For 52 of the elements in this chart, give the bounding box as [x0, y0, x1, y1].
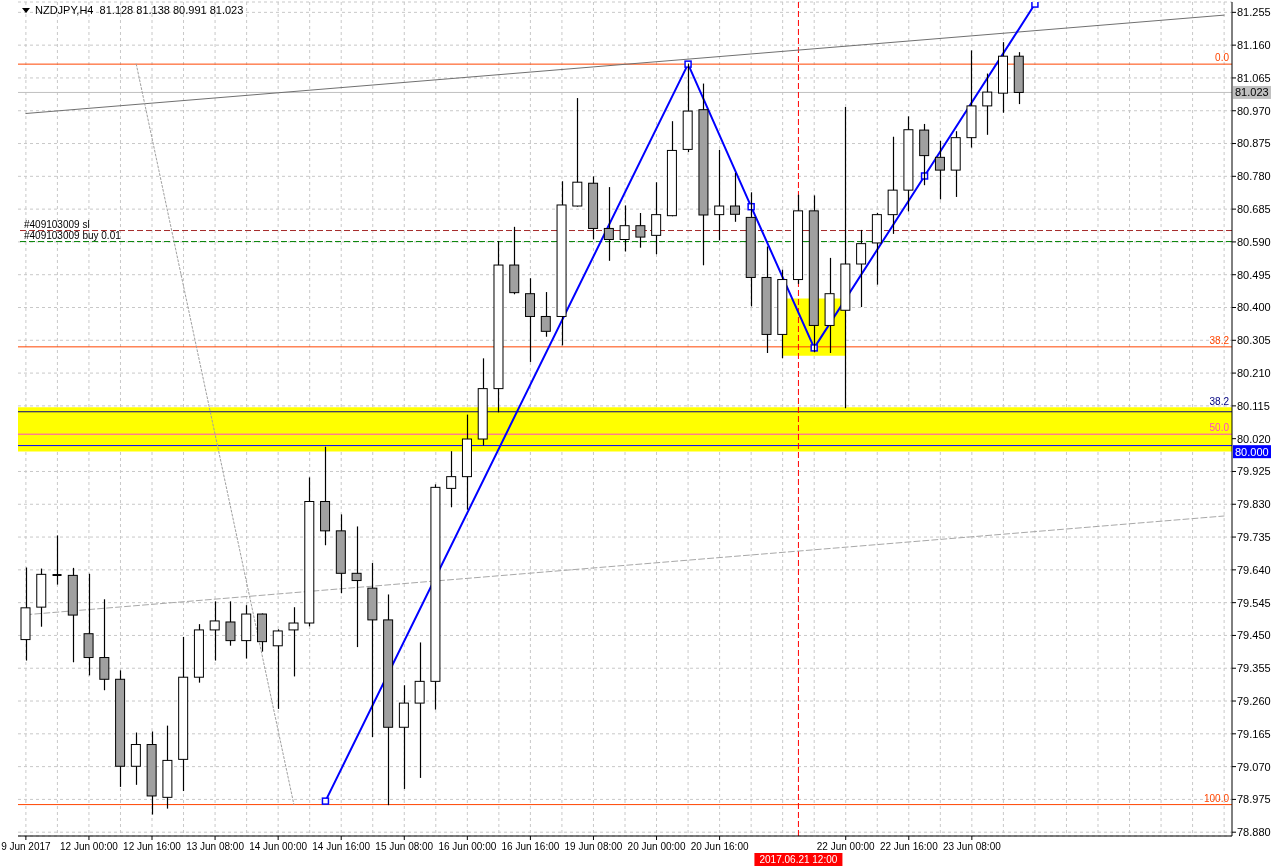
annotation: 50.0 — [1209, 422, 1230, 434]
x-tick-label: 12 Jun 16:00 — [123, 841, 182, 852]
x-tick-label: 23 Jun 08:00 — [942, 841, 1002, 852]
y-tick-label: 80.400 — [1237, 301, 1271, 314]
x-tick-label: 9 Jun 2017 — [1, 841, 52, 852]
x-tick-label: 16 Jun 00:00 — [438, 841, 497, 852]
y-tick-label: 79.735 — [1237, 530, 1271, 543]
x-tick-label: 13 Jun 08:00 — [186, 841, 245, 852]
y-tick-label: 80.685 — [1237, 203, 1271, 216]
ref-line-label: #409103009 buy 0.01 — [24, 229, 122, 241]
ref-line-label: #409103009 sl — [24, 218, 90, 230]
y-tick-label: 80.115 — [1237, 399, 1270, 412]
y-tick-label: 79.450 — [1237, 629, 1271, 642]
chart-title: NZDJPY,H4 81.128 81.138 80.991 81.023 — [35, 4, 244, 17]
annotation: 100.0 — [1203, 792, 1230, 804]
y-tick-label: 78.880 — [1237, 826, 1271, 839]
y-tick-label: 79.355 — [1237, 662, 1271, 675]
y-tick-label: 79.165 — [1237, 727, 1271, 740]
y-tick-label: 78.975 — [1237, 793, 1271, 806]
y-tick-label: 79.070 — [1237, 760, 1271, 773]
y-tick-label: 79.925 — [1237, 465, 1271, 478]
y-tick-label: 79.260 — [1237, 694, 1271, 707]
x-tick-label: 20 Jun 16:00 — [690, 841, 749, 852]
y-tick-label: 80.305 — [1237, 334, 1271, 347]
x-tick-label: 19 Jun 08:00 — [564, 841, 623, 852]
x-tick-label: 16 Jun 16:00 — [501, 841, 560, 852]
y-tick-label: 80.875 — [1237, 137, 1271, 150]
y-tick-label: 80.780 — [1237, 170, 1271, 183]
x-tick-label: 15 Jun 08:00 — [375, 841, 434, 852]
annotation: 38.2 — [1209, 395, 1230, 407]
x-tick-label: 14 Jun 16:00 — [312, 841, 371, 852]
x-tick-label: 12 Jun 00:00 — [60, 841, 119, 852]
y-tick-label: 81.065 — [1237, 71, 1271, 84]
x-tick-label: 22 Jun 00:00 — [816, 841, 876, 852]
y-tick-label: 80.495 — [1237, 268, 1271, 281]
ref-line-label: 80.000 — [1235, 445, 1269, 458]
y-tick-label: 80.970 — [1237, 104, 1271, 117]
x-tick-label: 22 Jun 16:00 — [879, 841, 939, 852]
annotation: 0.0 — [1215, 52, 1230, 64]
ref-line-label: 81.023 — [1235, 86, 1269, 99]
annotation: 38.2 — [1209, 334, 1230, 346]
y-tick-label: 79.545 — [1237, 596, 1271, 609]
x-tick-label: 2017.06.21 12:00 — [759, 854, 838, 865]
x-tick-label: 20 Jun 00:00 — [627, 841, 686, 852]
y-tick-label: 79.830 — [1237, 498, 1271, 511]
y-tick-label: 80.590 — [1237, 235, 1271, 248]
y-tick-label: 81.160 — [1237, 39, 1271, 52]
y-tick-label: 80.020 — [1237, 432, 1271, 445]
x-tick-label: 14 Jun 00:00 — [249, 841, 308, 852]
y-tick-label: 79.640 — [1237, 563, 1271, 576]
y-tick-label: 80.210 — [1237, 366, 1271, 379]
y-tick-label: 81.255 — [1237, 6, 1271, 19]
